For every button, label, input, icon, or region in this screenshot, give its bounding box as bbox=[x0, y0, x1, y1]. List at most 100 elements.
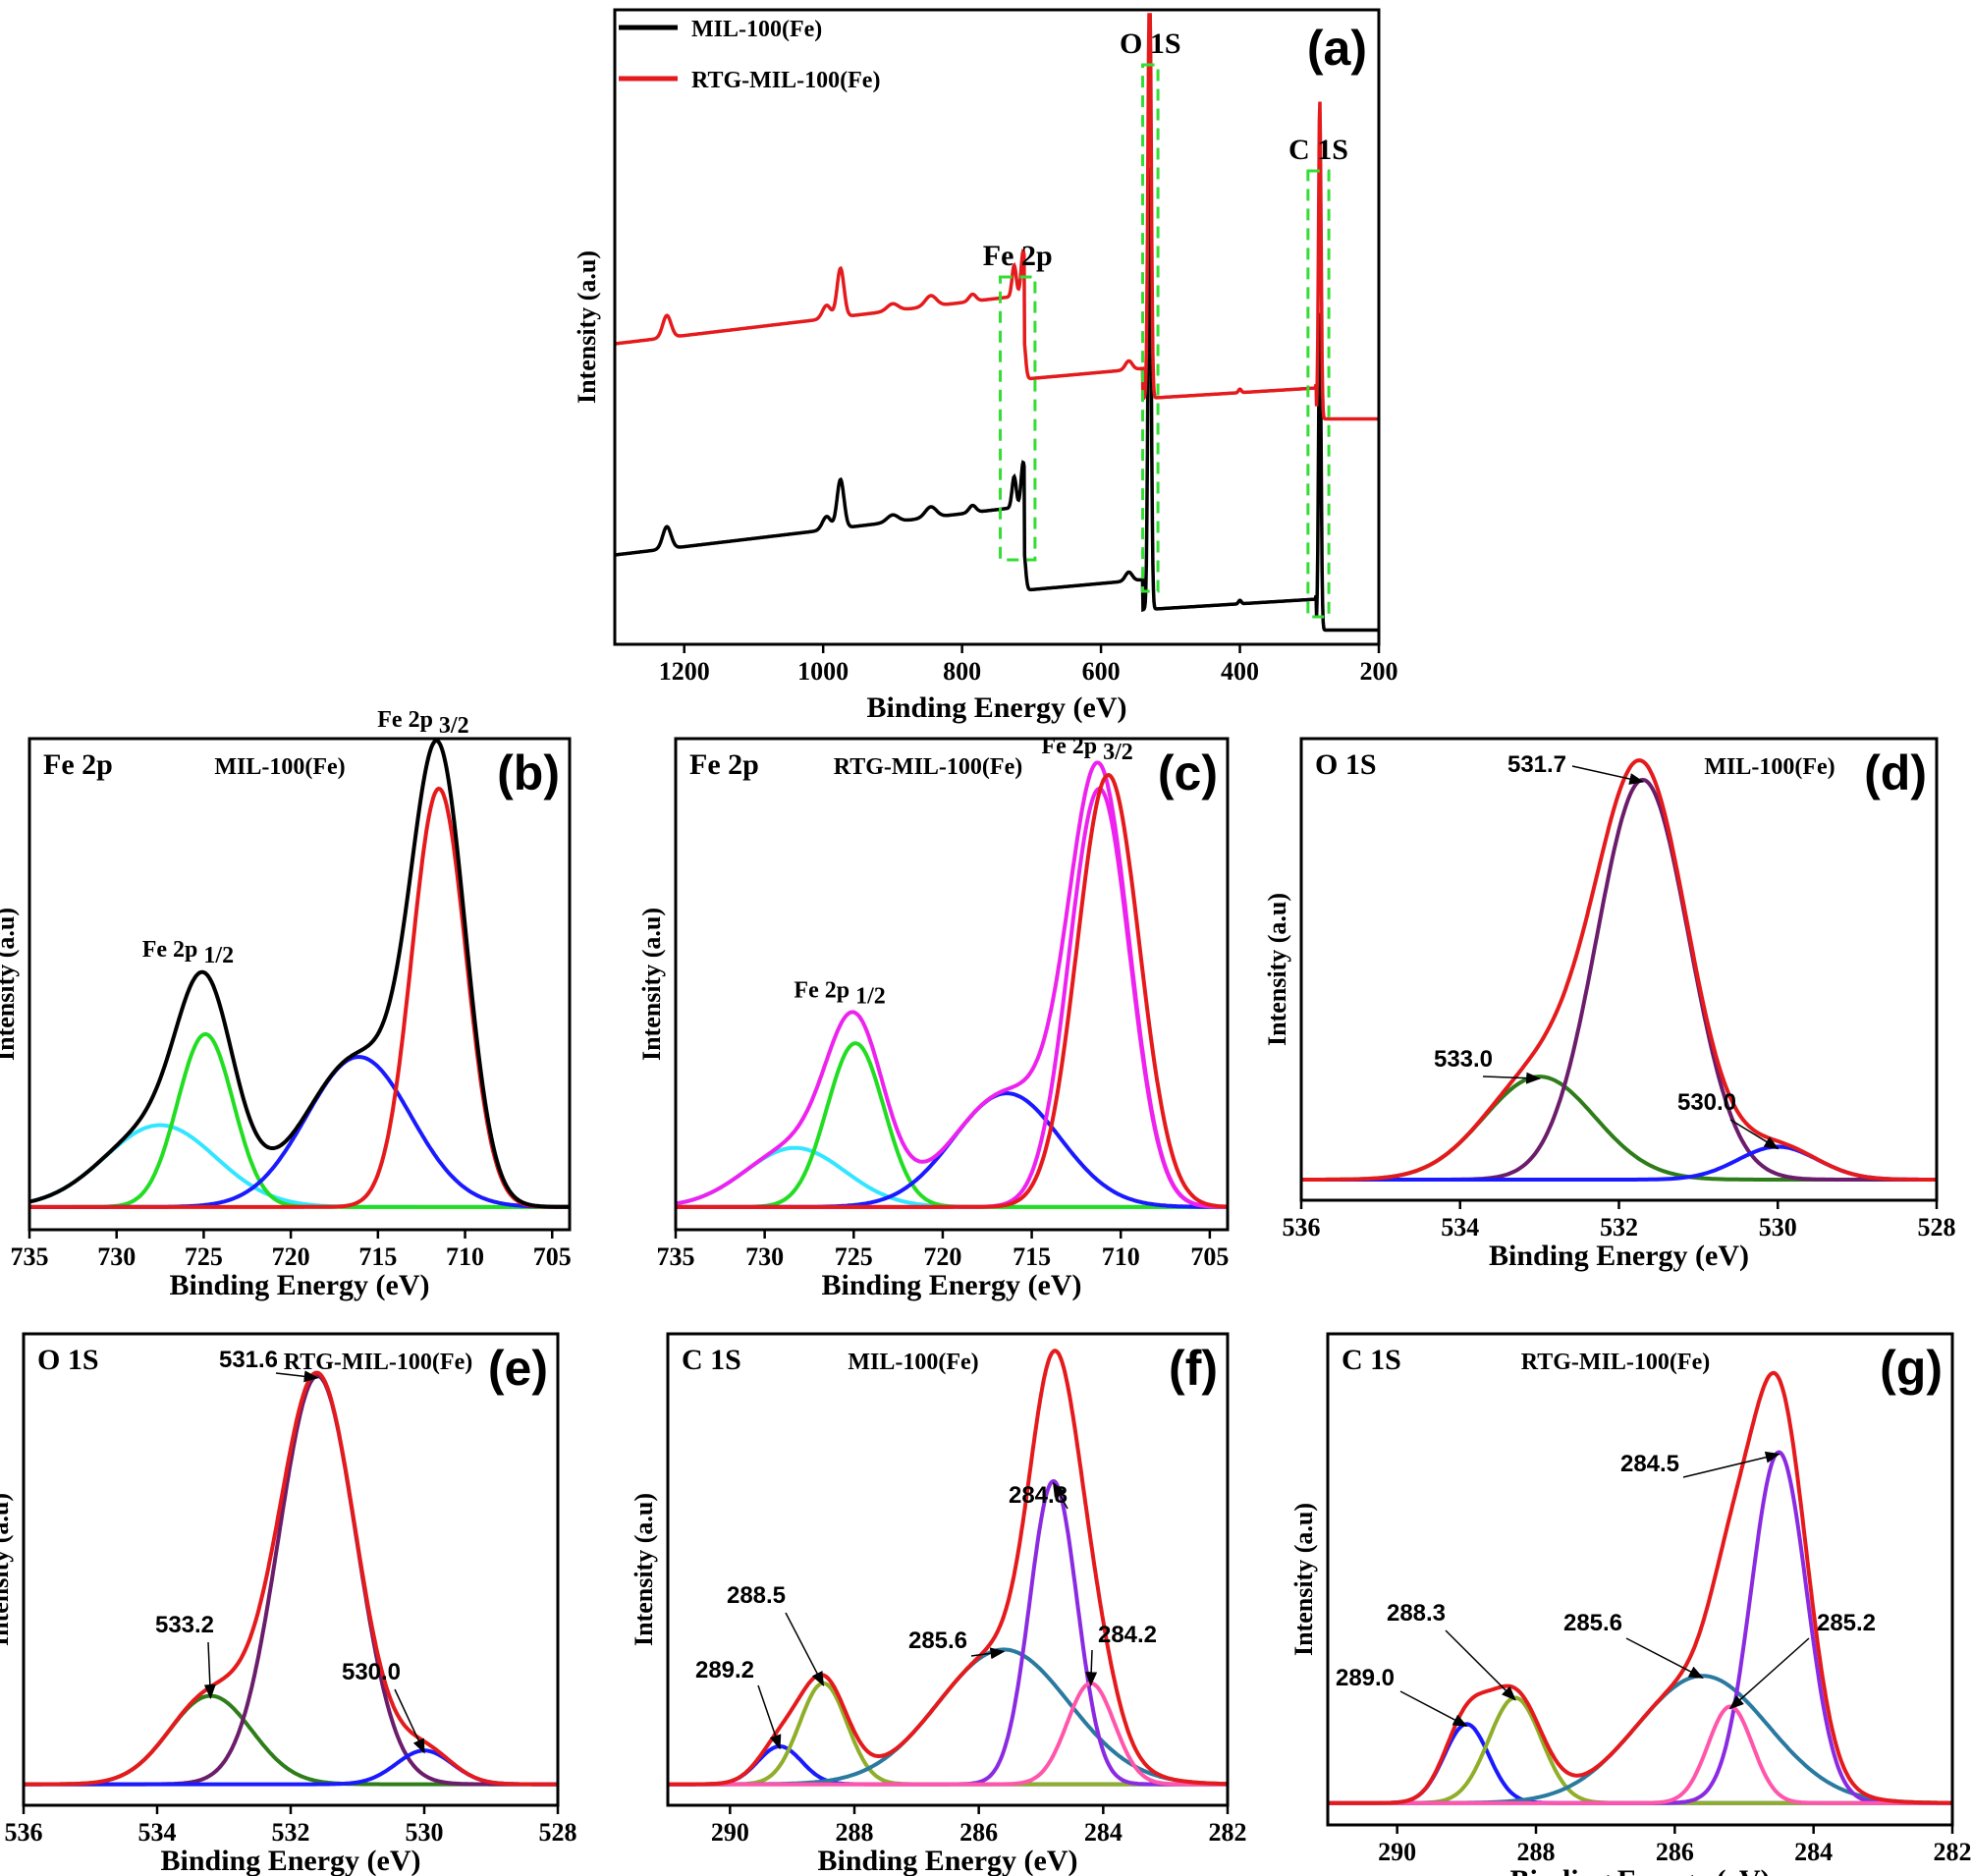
peak-arrow bbox=[1728, 1637, 1810, 1710]
sample-title: RTG-MIL-100(Fe) bbox=[834, 754, 1022, 780]
x-tick-label: 286 bbox=[1656, 1838, 1694, 1866]
peak-label: Fe 2p 3/2 bbox=[1041, 734, 1132, 765]
envelope-curve bbox=[1328, 1370, 1952, 1805]
panel-label: (d) bbox=[1864, 745, 1927, 800]
x-tick-label: 715 bbox=[358, 1242, 397, 1271]
peak-arrow bbox=[1729, 1119, 1780, 1150]
peak-arrow bbox=[394, 1688, 425, 1754]
y-axis-label: Intensity (a.u) bbox=[630, 1493, 658, 1646]
x-tick-label: 1200 bbox=[659, 657, 710, 686]
survey-line-1 bbox=[614, 13, 1379, 421]
x-tick-label: 288 bbox=[836, 1818, 874, 1847]
x-tick-label: 528 bbox=[1918, 1213, 1956, 1241]
peak-label-sub: 3/2 bbox=[1097, 740, 1133, 765]
y-axis-label: Intensity (a.u) bbox=[1263, 893, 1291, 1046]
peak-arrow bbox=[1625, 1637, 1704, 1679]
x-tick-label: 288 bbox=[1517, 1838, 1556, 1866]
x-tick-label: 400 bbox=[1221, 657, 1259, 686]
peak-arrow bbox=[1399, 1690, 1468, 1728]
component-peak-284.2 bbox=[668, 1681, 1228, 1787]
x-tick-label: 282 bbox=[1934, 1838, 1972, 1866]
sample-title: MIL-100(Fe) bbox=[1704, 754, 1835, 780]
peak-value-label: 533.2 bbox=[155, 1612, 214, 1638]
y-axis-label: Intensity (a.u) bbox=[573, 250, 601, 404]
peak-value-label: 289.0 bbox=[1336, 1665, 1395, 1691]
peak-value-label: 284.8 bbox=[1009, 1482, 1068, 1509]
x-tick-label: 705 bbox=[533, 1242, 572, 1271]
panel-f-c1s-mil: 290 288 286 284 282 Binding Energy (eV) Intens… bbox=[630, 1332, 1247, 1876]
y-axis-label: Intensity (a.u) bbox=[0, 908, 20, 1061]
core-level-label: O 1S bbox=[37, 1344, 99, 1376]
y-axis-label: Intensity (a.u) bbox=[637, 908, 666, 1061]
peak-arrow bbox=[970, 1647, 1006, 1660]
peak-value-label: 288.3 bbox=[1387, 1600, 1446, 1627]
x-tick-label: 536 bbox=[1283, 1213, 1321, 1241]
x-tick-label: 530 bbox=[1759, 1213, 1797, 1241]
component-peak-728.3 bbox=[675, 1145, 1228, 1209]
core-level-label: C 1S bbox=[682, 1344, 741, 1376]
x-tick-label: 534 bbox=[1441, 1213, 1479, 1241]
annotation-label: C 1S bbox=[1288, 134, 1348, 166]
annotation-label: Fe 2p bbox=[983, 240, 1053, 272]
peak-arrow bbox=[1482, 1072, 1542, 1084]
x-axis-label: Binding Energy (eV) bbox=[169, 1269, 429, 1301]
survey-line-0 bbox=[614, 167, 1379, 633]
x-tick-label: 720 bbox=[923, 1242, 961, 1271]
peak-value-label: 285.2 bbox=[1817, 1610, 1876, 1636]
envelope-curve bbox=[28, 739, 570, 1209]
sample-title: MIL-100(Fe) bbox=[848, 1350, 978, 1375]
peak-label-sub: 3/2 bbox=[433, 713, 469, 739]
x-tick-label: 720 bbox=[272, 1242, 310, 1271]
x-tick-label: 710 bbox=[1102, 1242, 1140, 1271]
x-tick-label: 735 bbox=[11, 1242, 49, 1271]
x-axis-label: Binding Energy (eV) bbox=[821, 1269, 1081, 1301]
x-tick-label: 284 bbox=[1794, 1838, 1833, 1866]
plot-frame bbox=[1299, 737, 1939, 1202]
x-tick-label: 286 bbox=[959, 1818, 998, 1847]
peak-label-main: Fe 2p bbox=[377, 707, 433, 733]
peak-value-label: 285.6 bbox=[1563, 1610, 1622, 1636]
envelope-curve bbox=[668, 1349, 1228, 1787]
peak-label-sub: 1/2 bbox=[197, 943, 234, 968]
x-tick-label: 532 bbox=[272, 1818, 310, 1847]
peak-arrow bbox=[275, 1370, 319, 1383]
panel-label: (b) bbox=[497, 745, 560, 800]
peak-label-sub: 1/2 bbox=[849, 983, 886, 1009]
core-level-label: C 1S bbox=[1342, 1344, 1401, 1376]
panel-e-o1s-rtg: 536 534 532 530 528 Binding Energy (eV) Intens… bbox=[0, 1332, 577, 1876]
peak-value-label: 530.0 bbox=[1677, 1089, 1736, 1116]
peak-arrow bbox=[1445, 1629, 1516, 1701]
peak-arrow bbox=[785, 1612, 825, 1687]
x-tick-label: 730 bbox=[97, 1242, 136, 1271]
x-tick-label: 530 bbox=[406, 1818, 444, 1847]
x-axis-label: Binding Energy (eV) bbox=[160, 1845, 420, 1876]
component-peak-533.2 bbox=[24, 1693, 558, 1787]
peak-value-label: 531.6 bbox=[219, 1347, 278, 1373]
peak-arrow bbox=[203, 1641, 216, 1700]
x-axis-label: Binding Energy (eV) bbox=[1509, 1864, 1770, 1876]
peak-label-main: Fe 2p bbox=[142, 937, 198, 963]
sample-title: RTG-MIL-100(Fe) bbox=[284, 1350, 472, 1375]
peak-value-label: 285.6 bbox=[908, 1628, 967, 1654]
legend-label: RTG-MIL-100(Fe) bbox=[691, 68, 880, 93]
peak-label: Fe 2p 3/2 bbox=[377, 707, 468, 739]
plot-frame bbox=[27, 737, 572, 1232]
core-level-label: Fe 2p bbox=[689, 748, 759, 781]
x-tick-label: 600 bbox=[1082, 657, 1121, 686]
component-peak-285.2 bbox=[1328, 1704, 1952, 1805]
envelope-curve bbox=[24, 1370, 558, 1787]
x-tick-label: 730 bbox=[745, 1242, 784, 1271]
peak-label-main: Fe 2p bbox=[1041, 734, 1097, 759]
x-tick-label: 534 bbox=[138, 1818, 177, 1847]
sample-title: RTG-MIL-100(Fe) bbox=[1521, 1350, 1710, 1375]
peak-arrow bbox=[1571, 765, 1645, 785]
peak-value-label: 533.0 bbox=[1434, 1046, 1493, 1073]
panel-label: (e) bbox=[488, 1341, 548, 1396]
panel-g-c1s-rtg: 290 288 286 284 282 Binding Energy (eV) Intens… bbox=[1289, 1332, 1972, 1876]
x-tick-label: 715 bbox=[1013, 1242, 1051, 1271]
annotation-label: O 1S bbox=[1120, 28, 1181, 60]
x-tick-label: 200 bbox=[1360, 657, 1398, 686]
x-tick-label: 710 bbox=[446, 1242, 484, 1271]
peak-arrow bbox=[1682, 1451, 1780, 1478]
